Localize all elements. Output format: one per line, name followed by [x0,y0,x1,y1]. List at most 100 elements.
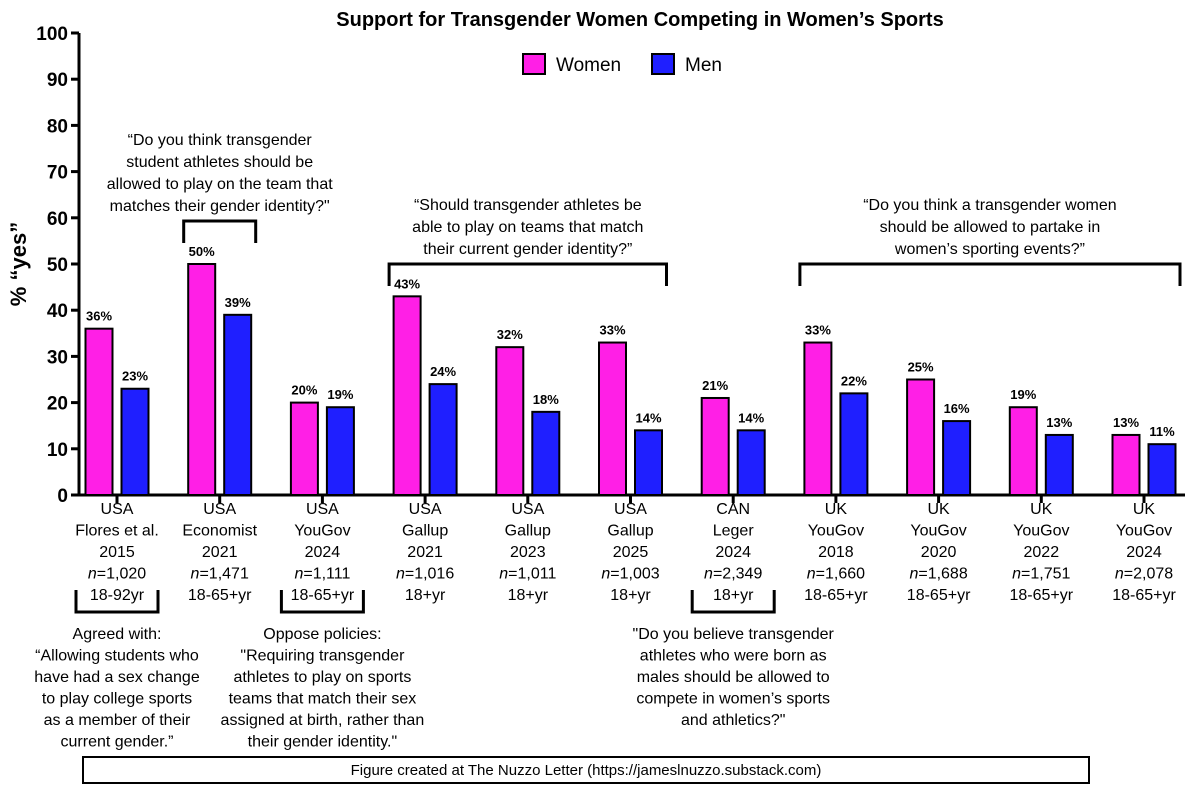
bar-women [84,327,114,496]
bar-men [839,392,869,496]
y-tick-label: 10 [47,440,68,461]
x-category-label: USA [511,501,544,518]
annotation-top-text: allowed to play on the team that [107,176,333,193]
annotation-bracket-top [182,219,258,243]
x-category-age-range: 18-65+yr [291,587,355,604]
bar-value-label: 18% [533,392,559,407]
bar-value-label: 50% [189,244,215,259]
x-category-label: 2024 [1126,544,1162,561]
bar-men [428,383,458,496]
x-category-label: YouGov [1013,523,1069,540]
bar-value-label: 19% [1010,387,1036,402]
annotation-bottom-text: to play college sports [42,691,192,708]
sample-size-n-symbol: n [1115,566,1124,583]
bar-women [289,401,319,497]
annotation-bottom-text: athletes who were born as [640,648,827,665]
bar-value-label: 32% [497,327,523,342]
annotation-top-text: their current gender identity?” [423,241,632,258]
x-category-age-range: 18-65+yr [907,587,971,604]
x-category-age-range: 18+yr [405,587,446,604]
bar-value-label: 21% [702,378,728,393]
x-category-label: YouGov [808,523,864,540]
x-category-sample-size: n=2,078 [1115,566,1173,583]
annotation-bottom-text: compete in women’s sports [636,691,830,708]
x-category-label: 2025 [613,544,649,561]
x-category-label: 2021 [407,544,443,561]
x-category-label: UK [825,501,848,518]
y-tick-label: 40 [47,301,68,322]
annotation-bottom-text: "Requiring transgender [240,648,405,665]
bar-women [598,341,627,497]
y-tick-label: 90 [47,70,68,91]
x-category-sample-size: n=1,751 [1012,566,1070,583]
annotation-bottom-text: “Allowing students who [35,648,199,665]
sample-size-n-symbol: n [704,566,713,583]
y-axis-label: % “yes” [6,222,31,306]
x-category-label: USA [614,501,647,518]
sample-size-value: =2,078 [1124,566,1173,583]
x-category-label: USA [306,501,339,518]
x-category-label: USA [101,501,134,518]
x-category-age-range: 18+yr [610,587,651,604]
annotation-top-text: student athletes should be [126,154,313,171]
x-category-sample-size: n=1,011 [499,566,556,583]
bar-value-label: 33% [599,323,625,338]
legend-label-men: Men [685,55,722,76]
x-category-age-range: 18-65+yr [188,587,252,604]
bar-value-label: 33% [805,323,831,338]
annotation-bottom-text: assigned at birth, rather than [221,712,425,729]
annotation-top-text: “Should transgender athletes be [414,197,642,214]
sample-size-value: =1,751 [1021,566,1070,583]
annotation-bottom-text: and athletics?" [681,712,785,729]
footer-credit-text: Figure created at The Nuzzo Letter (http… [350,761,822,779]
x-category-label: UK [927,501,950,518]
sample-size-value: =1,003 [610,566,659,583]
x-category-age-range: 18-65+yr [1010,587,1074,604]
x-category-label: 2020 [921,544,957,561]
annotation-bracket-bottom [74,590,160,614]
x-category-age-range: 18+yr [713,587,754,604]
y-tick-label: 70 [47,163,68,184]
bar-value-label: 13% [1113,415,1139,430]
sample-size-value: =1,011 [508,566,556,583]
annotation-top-text: should be allowed to partake in [880,219,1101,236]
x-category-label: 2018 [818,544,854,561]
x-category-label: 2022 [1024,544,1060,561]
y-tick-label: 50 [47,255,68,276]
y-tick-label: 100 [36,24,68,45]
bar-men [1147,443,1177,496]
annotation-top-text: matches their gender identity?" [110,198,330,215]
x-category-label: Flores et al. [75,523,159,540]
x-category-label: 2023 [510,544,546,561]
x-category-label: YouGov [910,523,966,540]
x-category-sample-size: n=1,660 [807,566,865,583]
bar-men [736,429,766,497]
x-category-label: Gallup [402,523,448,540]
x-category-label: Gallup [505,523,551,540]
y-tick-label: 80 [47,116,68,137]
x-category-label: 2015 [99,544,135,561]
annotation-bottom-text: have had a sex change [34,669,200,686]
footer-credit-box: Figure created at The Nuzzo Letter (http… [82,756,1090,784]
chart-title: Support for Transgender Women Competing … [336,9,943,31]
bar-women [700,396,730,497]
annotation-top-text: able to play on teams that match [412,219,643,236]
x-category-sample-size: n=1,020 [88,566,146,583]
sample-size-n-symbol: n [88,566,97,583]
x-category-sample-size: n=1,471 [191,566,249,583]
bar-value-label: 19% [327,387,353,402]
bar-men [223,313,253,496]
sample-size-n-symbol: n [807,566,816,583]
x-category-label: Economist [182,523,257,540]
bar-value-label: 23% [122,369,148,384]
annotation-top-text: women’s sporting events?” [894,241,1085,258]
bar-value-label: 14% [635,410,661,425]
x-category-label: 2024 [305,544,341,561]
annotation-bottom-text: males should be allowed to [637,669,830,686]
bar-value-label: 11% [1149,424,1175,439]
annotation-bottom-text: "Do you believe transgender [633,626,835,643]
x-category-label: USA [203,501,236,518]
annotation-bottom-text: teams that match their sex [229,691,417,708]
bar-women [803,341,833,497]
bar-men [325,406,355,496]
